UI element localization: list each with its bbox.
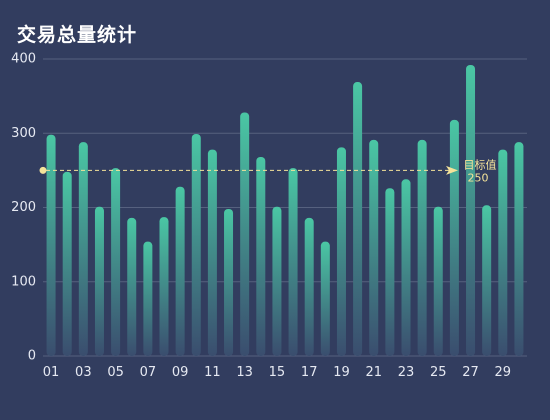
x-tick-label: 29	[495, 365, 512, 380]
bar-15	[272, 206, 282, 356]
bar-10	[191, 133, 201, 356]
bar-14	[256, 157, 266, 356]
markline-arrow	[446, 165, 458, 175]
bar-16	[288, 168, 298, 356]
x-tick-label: 11	[204, 365, 221, 380]
x-tick-label: 27	[462, 365, 479, 380]
bar-13	[240, 112, 250, 357]
bar-07	[143, 241, 153, 356]
y-tick-label: 300	[11, 126, 36, 141]
x-tick-label: 15	[269, 365, 286, 380]
x-tick-label: 01	[43, 365, 60, 380]
y-tick-label: 400	[11, 52, 36, 67]
bar-26	[449, 119, 459, 356]
bar-23	[401, 179, 411, 356]
bar-05	[111, 168, 121, 356]
bar-18	[320, 241, 330, 356]
y-tick-label: 200	[11, 200, 36, 215]
x-tick-label: 23	[398, 365, 415, 380]
bar-08	[159, 217, 169, 356]
bar-19	[336, 147, 346, 356]
bar-20	[353, 82, 363, 356]
bar-21	[369, 139, 379, 356]
grid-lines	[43, 58, 527, 357]
x-tick-label: 05	[107, 365, 124, 380]
bar-28	[482, 205, 492, 356]
chart-title: 交易总量统计	[17, 24, 138, 46]
x-tick-label: 03	[75, 365, 92, 380]
bar-04	[94, 206, 104, 356]
y-axis-ticks: 0 100 200 300 400	[11, 52, 36, 364]
x-tick-label: 09	[172, 365, 189, 380]
x-tick-label: 07	[140, 365, 157, 380]
bar-09	[175, 186, 185, 356]
bars	[46, 64, 524, 357]
x-tick-label: 13	[236, 365, 253, 380]
x-axis-ticks: 01 03 05 07 09 11 13 15 17 19 21 23 25 27 29	[43, 365, 511, 380]
markline-value-label: 250	[468, 171, 489, 184]
x-tick-label: 17	[301, 365, 318, 380]
bar-03	[78, 142, 88, 356]
bar-11	[207, 149, 217, 356]
bar-12	[224, 208, 234, 356]
bar-27	[466, 64, 476, 356]
bar-22	[385, 188, 395, 356]
bar-30	[514, 142, 524, 356]
x-tick-label: 21	[365, 365, 382, 380]
bar-17	[304, 217, 314, 356]
bar-01	[46, 134, 56, 356]
y-tick-label: 100	[11, 274, 36, 289]
bar-25	[433, 206, 443, 356]
markline-name-label: 目标值	[464, 157, 497, 171]
y-tick-label: 0	[28, 349, 36, 364]
x-tick-label: 19	[333, 365, 350, 380]
bar-06	[127, 217, 137, 356]
markline-start-dot	[39, 166, 47, 174]
bar-02	[62, 171, 72, 356]
bar-24	[417, 139, 427, 356]
x-tick-label: 25	[430, 365, 447, 380]
bar-29	[498, 149, 508, 356]
